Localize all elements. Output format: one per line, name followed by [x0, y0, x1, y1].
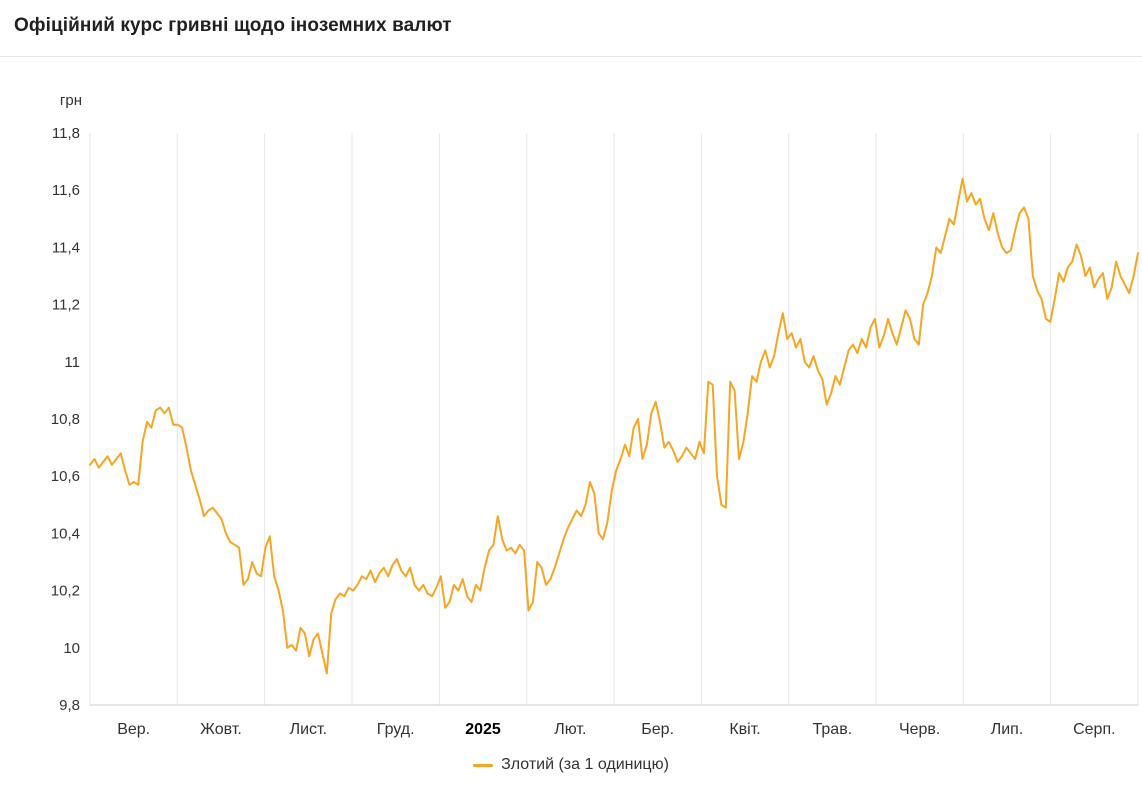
y-tick-label: 11,2 [52, 297, 80, 314]
x-tick-label: Жовт. [200, 721, 242, 738]
y-tick-label: 10,4 [51, 525, 80, 542]
y-tick-label: 11,8 [52, 125, 80, 142]
y-tick-label: 11,6 [52, 182, 80, 199]
y-tick-label: 10,6 [51, 468, 80, 485]
x-tick-label: Трав. [813, 721, 853, 738]
x-tick-label: Вер. [117, 721, 150, 738]
legend[interactable]: Злотий (за 1 одиницю) [0, 756, 1142, 774]
y-tick-label: 10,8 [51, 411, 80, 428]
y-tick-label: 10 [63, 640, 80, 657]
legend-line-icon [473, 763, 494, 767]
x-tick-label: Лип. [991, 721, 1024, 738]
page-title: Офіційний курс гривні щодо іноземних вал… [14, 15, 452, 36]
y-tick-label: 11 [64, 354, 80, 371]
legend-label: Злотий (за 1 одиницю) [501, 756, 669, 773]
x-tick-label: Груд. [377, 721, 415, 738]
header: Офіційний курс гривні щодо іноземних вал… [0, 0, 1142, 57]
y-axis-title: грн [59, 92, 82, 109]
line-chart[interactable]: 9,8 10 10,2 10,4 10,6 10,8 11 11,2 11,4 11,6 11,8 В… [0, 85, 1142, 750]
x-tick-label: Лист. [290, 721, 327, 738]
x-tick-label: Квіт. [729, 721, 760, 738]
chart-area[interactable]: 9,8 10 10,2 10,4 10,6 10,8 11 11,2 11,4 11,6 11,8 В… [0, 85, 1142, 750]
y-tick-label: 9,8 [59, 697, 80, 714]
series-line-zloty [89, 177, 1139, 675]
y-tick-label: 11,4 [52, 239, 80, 256]
x-tick-label: 2025 [465, 721, 501, 738]
x-tick-label: Серп. [1073, 721, 1115, 738]
x-tick-label: Лют. [554, 721, 586, 738]
y-tick-label: 10,2 [51, 583, 80, 600]
x-tick-label: Черв. [899, 721, 940, 738]
x-tick-label: Бер. [641, 721, 674, 738]
